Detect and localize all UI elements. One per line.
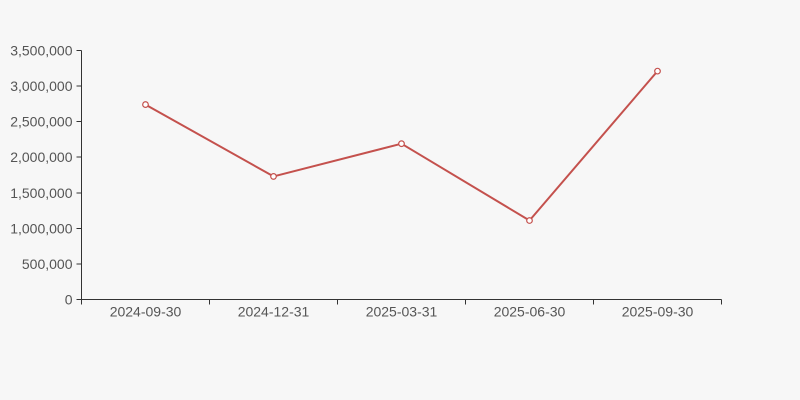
data-point-marker[interactable] <box>270 173 277 180</box>
y-axis-tick-label: 1,000,000 <box>10 220 72 236</box>
x-axis-tick-label: 2025-06-30 <box>494 304 566 320</box>
y-axis-tick-label: 500,000 <box>22 256 73 272</box>
data-point-marker[interactable] <box>142 101 149 108</box>
y-axis-tick-label: 3,000,000 <box>10 78 72 94</box>
data-point-marker[interactable] <box>398 140 405 148</box>
y-axis-tick-label: 2,500,000 <box>10 114 72 130</box>
y-axis-tick-label: 0 <box>65 292 73 308</box>
data-point-marker[interactable] <box>526 217 533 224</box>
x-axis-tick-label: 2025-09-30 <box>622 304 694 320</box>
data-point-marker[interactable] <box>654 67 661 75</box>
y-axis-tick-label: 2,000,000 <box>10 149 72 165</box>
y-axis-tick-label: 3,500,000 <box>10 43 72 59</box>
y-axis-tick-label: 1,500,000 <box>10 185 72 201</box>
x-axis-tick-label: 2024-12-31 <box>238 304 310 320</box>
x-axis-tick-label: 2025-03-31 <box>366 304 438 320</box>
x-axis-tick-label: 2024-09-30 <box>110 304 182 320</box>
